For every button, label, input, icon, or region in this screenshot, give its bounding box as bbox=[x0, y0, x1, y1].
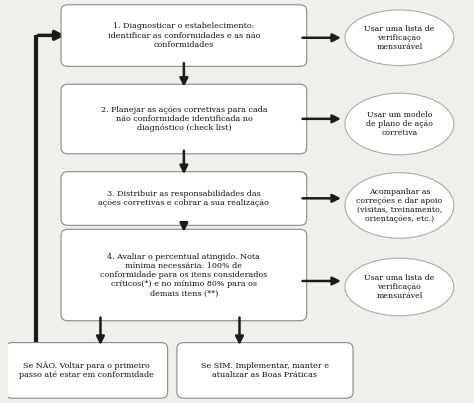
FancyBboxPatch shape bbox=[61, 84, 307, 154]
Text: Acompanhar as
correções e dar apoio
(visitas, treinamento,
orientações, etc.): Acompanhar as correções e dar apoio (vis… bbox=[356, 188, 442, 223]
Text: Se NÃO. Voltar para o primeiro
passo até estar em conformidade: Se NÃO. Voltar para o primeiro passo até… bbox=[19, 361, 154, 379]
Text: Usar uma lista de
verificação
mensurável: Usar uma lista de verificação mensurável bbox=[364, 25, 435, 51]
FancyBboxPatch shape bbox=[5, 343, 168, 398]
Ellipse shape bbox=[345, 10, 454, 66]
FancyBboxPatch shape bbox=[61, 172, 307, 225]
Ellipse shape bbox=[345, 93, 454, 155]
FancyBboxPatch shape bbox=[61, 5, 307, 66]
Text: 1. Diagnosticar o estabelecimento:
identificar as conformidades e as não
conform: 1. Diagnosticar o estabelecimento: ident… bbox=[108, 23, 260, 49]
Ellipse shape bbox=[345, 258, 454, 316]
Text: Se SIM. Implementar, manter e
atualizar as Boas Práticas: Se SIM. Implementar, manter e atualizar … bbox=[201, 362, 329, 379]
Text: 2. Planejar as ações corretivas para cada
não conformidade identificada no
diagn: 2. Planejar as ações corretivas para cad… bbox=[100, 106, 267, 132]
Ellipse shape bbox=[345, 172, 454, 238]
FancyBboxPatch shape bbox=[177, 343, 353, 398]
FancyBboxPatch shape bbox=[61, 229, 307, 321]
Text: Usar um modelo
de plano de ação
corretiva: Usar um modelo de plano de ação corretiv… bbox=[366, 111, 433, 137]
Text: 4. Avaliar o percentual atingido. Nota
mínima necessária: 100% de
conformidade p: 4. Avaliar o percentual atingido. Nota m… bbox=[100, 253, 267, 297]
Text: Usar uma lista de
verificação
mensurável: Usar uma lista de verificação mensurável bbox=[364, 274, 435, 300]
Text: 3. Distribuir as responsabilidades das
ações corretivas e cobrar a sua realizaçã: 3. Distribuir as responsabilidades das a… bbox=[99, 190, 269, 207]
